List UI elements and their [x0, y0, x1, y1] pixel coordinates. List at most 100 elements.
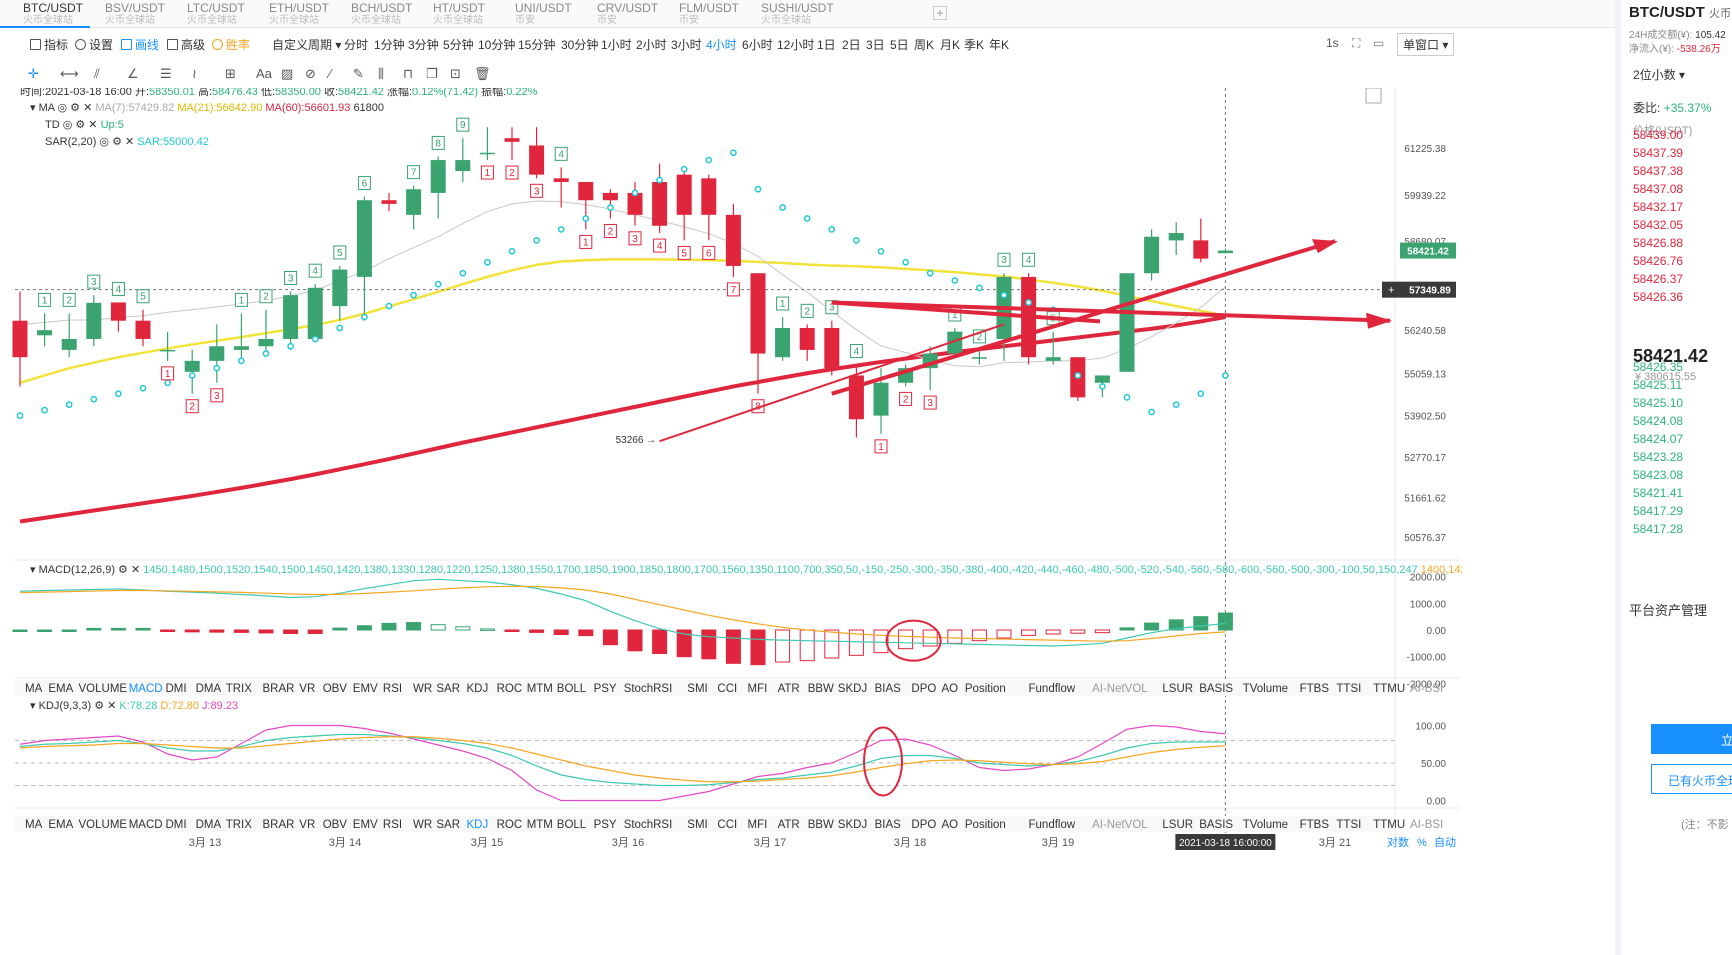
bid-row[interactable]: 58423.08: [1633, 468, 1684, 482]
advanced-button[interactable]: 高级: [167, 36, 205, 53]
indicator-ai-bsi[interactable]: AI-BSI: [1410, 683, 1443, 695]
crosshair-icon[interactable]: ✛: [28, 66, 39, 81]
tab-bsv-usdt[interactable]: BSV/USDT 火币全球站: [82, 2, 172, 28]
period-11[interactable]: 4小时: [706, 38, 737, 52]
indicator-emv[interactable]: EMV: [353, 819, 378, 831]
candle[interactable]: [627, 181, 643, 226]
candle[interactable]: [1021, 273, 1037, 365]
indicator-mtm[interactable]: MTM: [527, 819, 553, 831]
candle[interactable]: [479, 127, 495, 161]
indicator-macd[interactable]: MACD: [129, 819, 163, 831]
candle[interactable]: [381, 192, 397, 212]
period-15[interactable]: 2日: [842, 38, 861, 52]
indicator-ema[interactable]: EMA: [48, 683, 73, 695]
indicator-boll[interactable]: BOLL: [557, 683, 587, 695]
candle[interactable]: [1070, 357, 1086, 402]
indicator-rsi[interactable]: RSI: [383, 819, 402, 831]
period-16[interactable]: 3日: [866, 38, 885, 52]
indicator-volume[interactable]: VOLUME: [79, 683, 128, 695]
period-12[interactable]: 6小时: [742, 38, 773, 52]
indicator-ttsi[interactable]: TTSI: [1336, 683, 1361, 695]
asset-management-link[interactable]: 平台资产管理: [1629, 603, 1708, 618]
ask-row[interactable]: 58437.08: [1633, 182, 1684, 196]
ask-row[interactable]: 58437.39: [1633, 146, 1684, 160]
period-21[interactable]: 年K: [989, 38, 1010, 52]
indicator-mfi[interactable]: MFI: [748, 683, 768, 695]
winrate-button[interactable]: 胜率: [212, 36, 250, 53]
candle[interactable]: [110, 302, 126, 332]
candle[interactable]: [1119, 273, 1135, 372]
candle[interactable]: [947, 328, 963, 358]
period-9[interactable]: 2小时: [636, 38, 667, 52]
settings-button[interactable]: 设置: [75, 36, 113, 53]
candle[interactable]: [553, 167, 569, 208]
candle[interactable]: [160, 331, 176, 361]
indicator-bias[interactable]: BIAS: [875, 819, 902, 831]
kline-chart[interactable]: 1234512312345678912341234567812341231234…: [0, 88, 1462, 948]
indicator-lsur[interactable]: LSUR: [1162, 819, 1193, 831]
ask-row[interactable]: 58426.88: [1633, 236, 1684, 250]
candle[interactable]: [233, 313, 249, 361]
indicator-dmi[interactable]: DMI: [166, 683, 187, 695]
lock-icon[interactable]: ⊓: [403, 66, 414, 81]
candle[interactable]: [1144, 229, 1160, 281]
candle[interactable]: [430, 156, 446, 219]
indicator-sar[interactable]: SAR: [436, 819, 460, 831]
tab-bch-usdt[interactable]: BCH/USDT 火币全球站: [328, 2, 418, 28]
period-19[interactable]: 月K: [940, 38, 961, 52]
indicator-ftbs[interactable]: FTBS: [1300, 819, 1330, 831]
indicator-ai-netvol[interactable]: AI-NetVOL: [1092, 819, 1148, 831]
ask-row[interactable]: 58426.36: [1633, 290, 1684, 304]
trash-icon[interactable]: 🗑: [474, 66, 491, 81]
indicator-basis[interactable]: BASIS: [1199, 819, 1233, 831]
indicator-rsi[interactable]: RSI: [383, 683, 402, 695]
indicator-cci[interactable]: CCI: [717, 683, 737, 695]
add-tab-button[interactable]: +: [933, 6, 947, 20]
period-4[interactable]: 5分钟: [443, 38, 474, 52]
custom-period-dropdown[interactable]: 自定义周期 ▾: [272, 38, 342, 52]
candle[interactable]: [701, 174, 717, 241]
indicator-macd[interactable]: MACD: [129, 683, 163, 695]
drawn-trendlines[interactable]: [659, 239, 1392, 443]
primary-action-button[interactable]: 立: [1651, 724, 1732, 754]
indicator-ttmu[interactable]: TTMU: [1373, 683, 1405, 695]
indicator-brar[interactable]: BRAR: [263, 819, 295, 831]
indicator-obv[interactable]: OBV: [323, 683, 348, 695]
indicator-brar[interactable]: BRAR: [263, 683, 295, 695]
period-2[interactable]: 1分钟: [374, 38, 405, 52]
indicator-obv[interactable]: OBV: [323, 819, 348, 831]
indicator-wr[interactable]: WR: [413, 819, 432, 831]
ask-row[interactable]: 58432.05: [1633, 218, 1684, 232]
indicator-dpo[interactable]: DPO: [911, 819, 936, 831]
template-icon[interactable]: ⊡: [450, 66, 461, 81]
tab-ltc-usdt[interactable]: LTC/USDT 火币全球站: [164, 2, 254, 28]
indicator-button[interactable]: 指标: [30, 36, 68, 53]
horizontal-line-icon[interactable]: ⟷: [60, 66, 79, 81]
indicator-psy[interactable]: PSY: [594, 683, 617, 695]
period-14[interactable]: 1日: [817, 38, 836, 52]
candle[interactable]: [725, 203, 741, 277]
candle[interactable]: [209, 324, 225, 383]
indicator-ftbs[interactable]: FTBS: [1300, 683, 1330, 695]
indicator-dma[interactable]: DMA: [196, 819, 222, 831]
pane-maximize-icon[interactable]: [1365, 88, 1382, 104]
angle-icon[interactable]: ∠: [127, 66, 139, 81]
text-tool[interactable]: Aa: [256, 66, 272, 81]
candle[interactable]: [332, 265, 348, 321]
candle[interactable]: [184, 349, 200, 394]
period-1[interactable]: 分时: [344, 38, 369, 52]
indicator-position[interactable]: Position: [965, 683, 1006, 695]
indicator-ao[interactable]: AO: [942, 683, 959, 695]
indicator-mtm[interactable]: MTM: [527, 683, 553, 695]
bid-row[interactable]: 58424.07: [1633, 432, 1684, 446]
precision-dropdown[interactable]: 2位小数 ▾: [1633, 68, 1686, 82]
indicator-bbw[interactable]: BBW: [808, 819, 834, 831]
indicator-roc[interactable]: ROC: [497, 683, 523, 695]
wave-icon[interactable]: ≀: [192, 66, 197, 81]
indicator-tvolume[interactable]: TVolume: [1243, 683, 1288, 695]
period-10[interactable]: 3小时: [671, 38, 702, 52]
screenshot-icon[interactable]: ▭: [1373, 36, 1385, 50]
indicator-dma[interactable]: DMA: [196, 683, 222, 695]
bid-row[interactable]: 58425.11: [1633, 378, 1683, 392]
indicator-basis[interactable]: BASIS: [1199, 683, 1233, 695]
